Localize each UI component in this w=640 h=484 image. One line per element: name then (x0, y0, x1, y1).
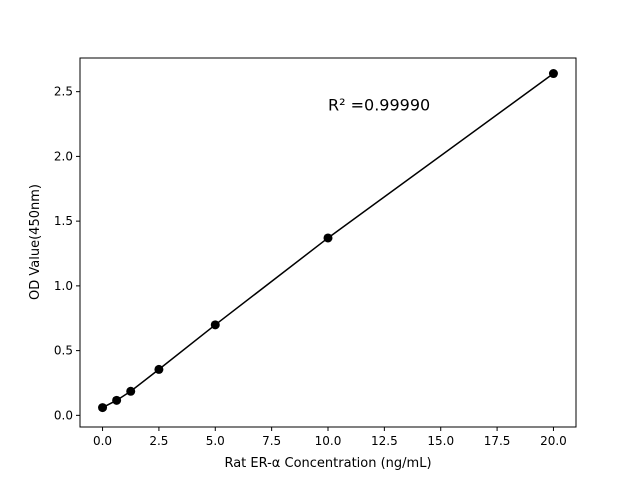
x-tick-label: 0.0 (93, 434, 112, 448)
x-tick-label: 10.0 (315, 434, 342, 448)
data-point (154, 364, 164, 374)
y-axis: 0.0 0.5 1.0 1.5 2.0 2.5 (54, 85, 80, 422)
series-group (98, 69, 558, 413)
data-point (126, 386, 136, 396)
x-tick-label: 15.0 (427, 434, 454, 448)
x-tick-label: 20.0 (540, 434, 567, 448)
y-tick-label: 1.5 (54, 214, 73, 228)
x-axis: 0.0 2.5 5.0 7.5 10.0 12.5 15.0 17.5 20.0 (93, 427, 567, 448)
x-tick-label: 2.5 (149, 434, 168, 448)
data-point (112, 395, 122, 405)
x-tick-label: 12.5 (371, 434, 398, 448)
r-squared-annotation: R² =0.99990 (328, 96, 430, 115)
y-tick-label: 2.0 (54, 149, 73, 163)
y-tick-label: 0.5 (54, 344, 73, 358)
y-tick-label: 2.5 (54, 85, 73, 99)
data-point (323, 233, 333, 243)
y-tick-label: 1.0 (54, 279, 73, 293)
y-tick-label: 0.0 (54, 408, 73, 422)
data-point (210, 320, 220, 330)
data-point (98, 403, 108, 413)
x-tick-label: 17.5 (484, 434, 511, 448)
data-point (548, 69, 558, 79)
x-tick-label: 5.0 (206, 434, 225, 448)
x-axis-label: Rat ER-α Concentration (ng/mL) (224, 456, 431, 471)
x-tick-label: 7.5 (262, 434, 281, 448)
y-axis-label: OD Value(450nm) (28, 184, 43, 300)
